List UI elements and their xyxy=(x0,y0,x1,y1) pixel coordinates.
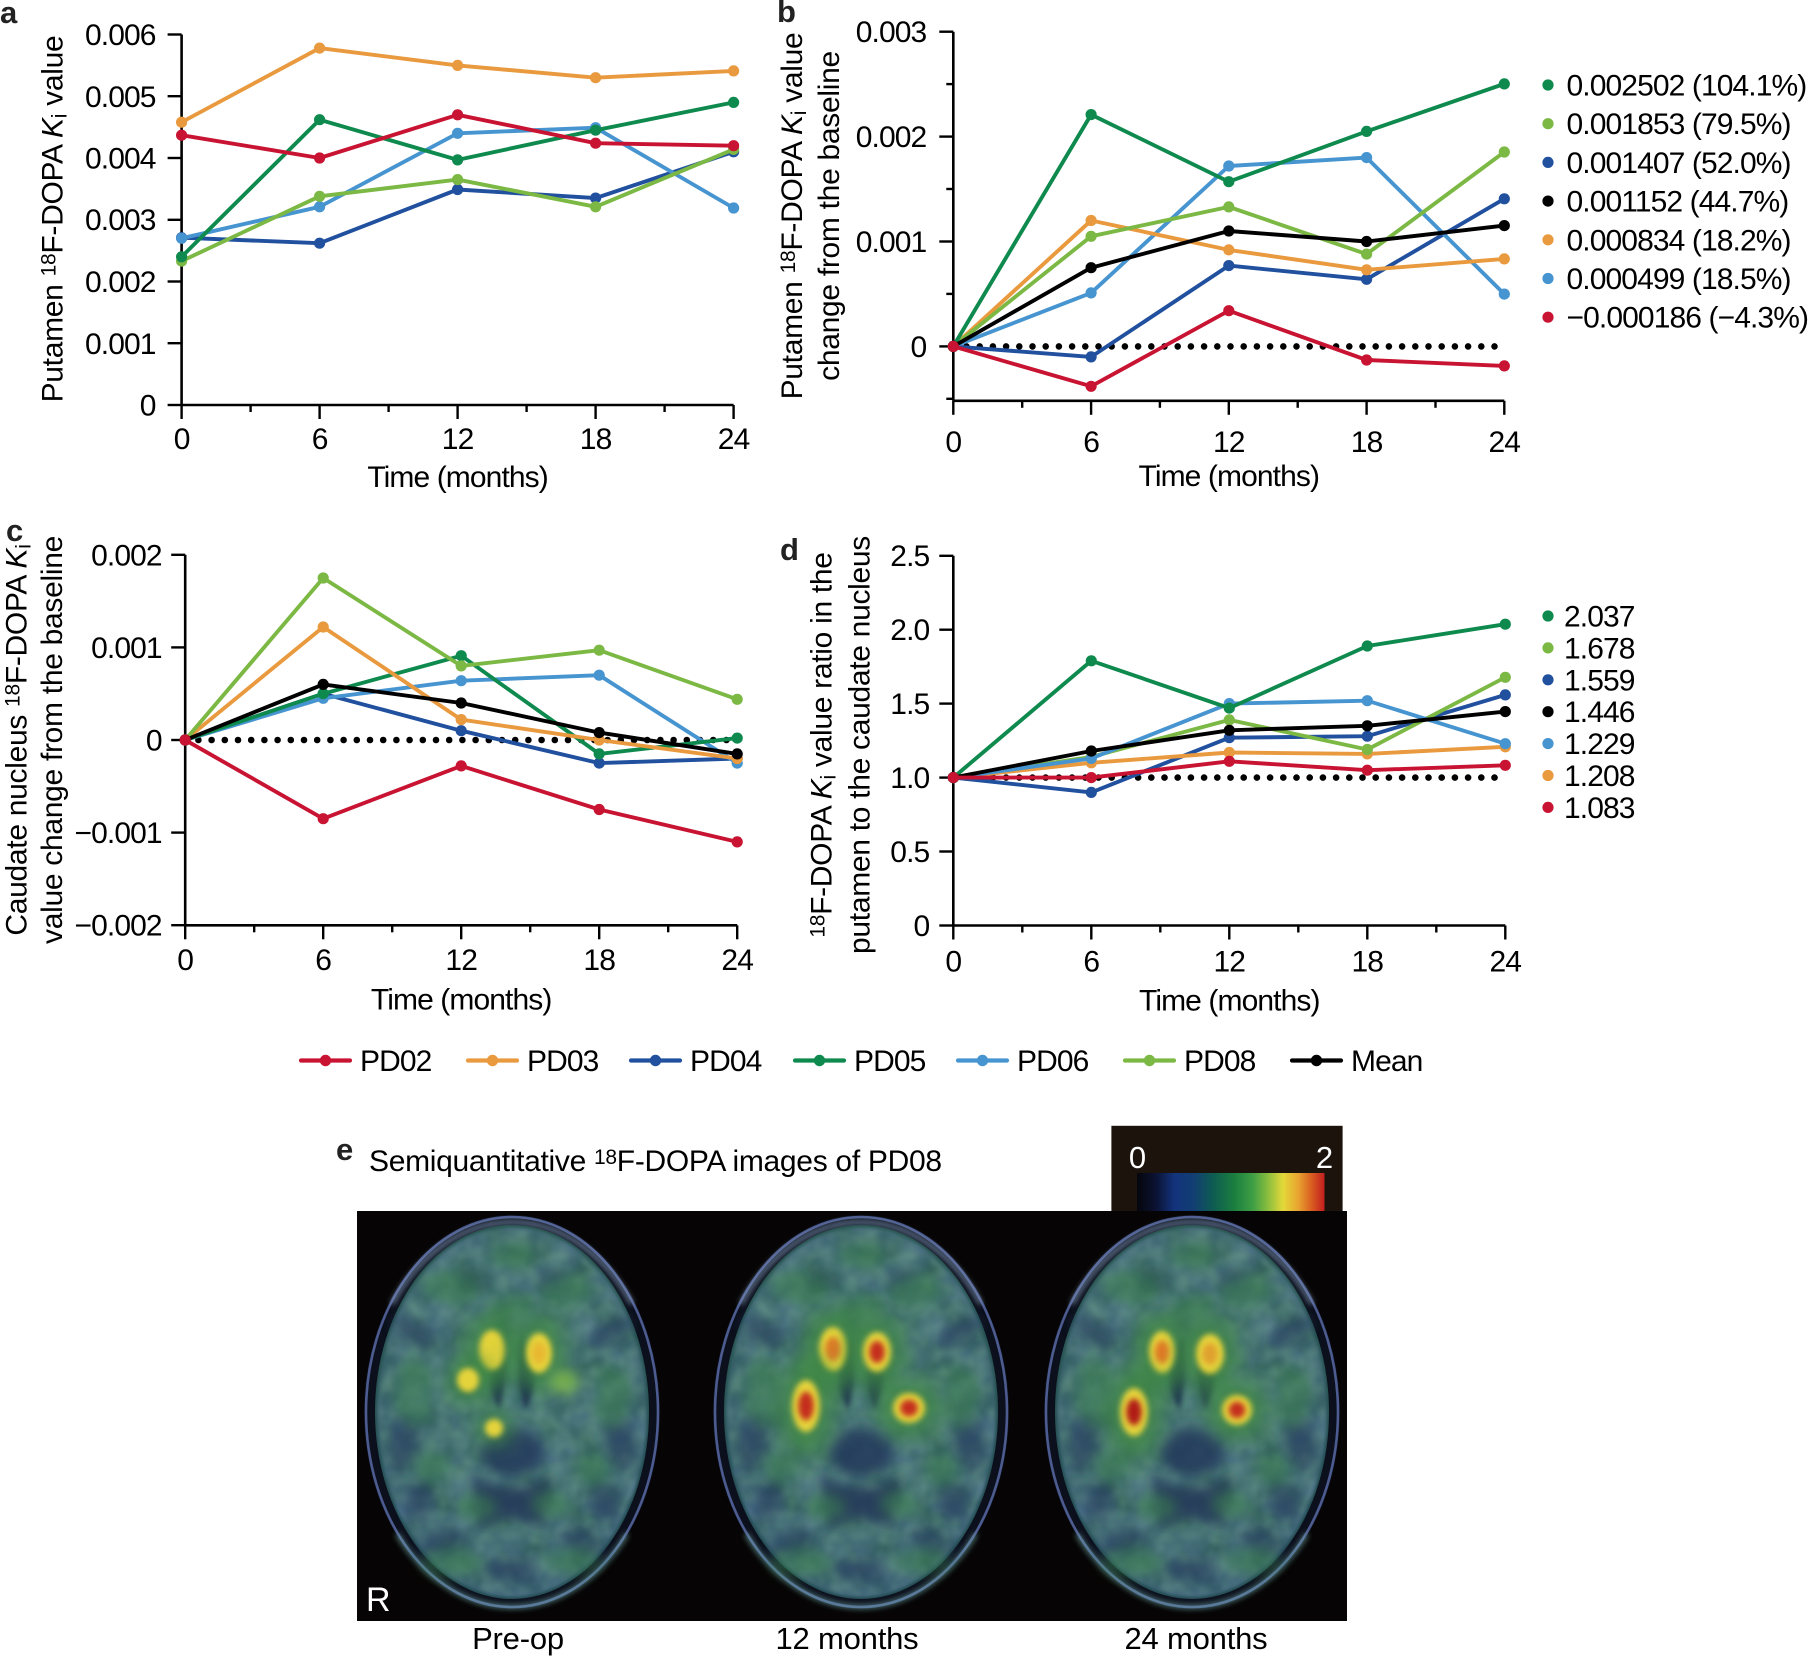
svg-text:12 months: 12 months xyxy=(776,1621,919,1656)
svg-text:0.001152 (44.7%): 0.001152 (44.7%) xyxy=(1567,186,1789,219)
svg-text:0: 0 xyxy=(177,944,193,977)
svg-text:12: 12 xyxy=(1213,426,1245,459)
svg-text:putamen to the caudate nucleus: putamen to the caudate nucleus xyxy=(844,536,877,954)
svg-text:6: 6 xyxy=(1083,426,1099,459)
svg-text:PD05: PD05 xyxy=(854,1045,926,1078)
svg-text:1.229: 1.229 xyxy=(1564,728,1635,761)
svg-text:0.005: 0.005 xyxy=(85,81,156,114)
svg-text:PD08: PD08 xyxy=(1184,1045,1256,1078)
svg-text:Pre-op: Pre-op xyxy=(472,1621,564,1656)
svg-text:24: 24 xyxy=(721,944,753,977)
svg-text:0.000499 (18.5%): 0.000499 (18.5%) xyxy=(1567,263,1791,296)
svg-text:0.001407 (52.0%): 0.001407 (52.0%) xyxy=(1567,147,1791,180)
svg-text:Time (months): Time (months) xyxy=(1139,985,1320,1018)
svg-text:c: c xyxy=(6,513,23,548)
svg-text:R: R xyxy=(366,1581,390,1619)
svg-text:b: b xyxy=(777,0,795,29)
svg-text:2.037: 2.037 xyxy=(1564,601,1635,634)
svg-text:Putamen 18F-DOPA Ki value: Putamen 18F-DOPA Ki value xyxy=(776,33,811,400)
svg-text:PD04: PD04 xyxy=(690,1045,762,1078)
svg-text:PD02: PD02 xyxy=(360,1045,432,1078)
svg-text:24: 24 xyxy=(1490,945,1522,978)
svg-text:18F-DOPA Ki value ratio in the: 18F-DOPA Ki value ratio in the xyxy=(806,552,841,937)
svg-text:1.083: 1.083 xyxy=(1564,792,1635,825)
svg-text:1.208: 1.208 xyxy=(1564,760,1635,793)
svg-text:0.002: 0.002 xyxy=(85,266,156,299)
svg-text:12: 12 xyxy=(442,423,474,456)
svg-text:0.001: 0.001 xyxy=(856,226,927,259)
svg-text:d: d xyxy=(780,532,798,567)
svg-text:0: 0 xyxy=(911,331,927,364)
svg-text:0: 0 xyxy=(174,423,190,456)
svg-text:0: 0 xyxy=(914,910,930,943)
svg-text:Caudate nucleus 18F-DOPA Ki: Caudate nucleus 18F-DOPA Ki xyxy=(1,544,36,935)
svg-text:1.678: 1.678 xyxy=(1564,632,1635,665)
svg-text:6: 6 xyxy=(312,423,328,456)
svg-text:2.5: 2.5 xyxy=(890,540,929,573)
svg-text:18: 18 xyxy=(1352,945,1384,978)
svg-text:0: 0 xyxy=(1129,1140,1146,1175)
svg-text:1.5: 1.5 xyxy=(890,688,929,721)
svg-text:12: 12 xyxy=(1214,945,1246,978)
svg-text:0.5: 0.5 xyxy=(890,836,929,869)
svg-text:0.002: 0.002 xyxy=(856,121,927,154)
svg-text:0.006: 0.006 xyxy=(85,19,156,52)
svg-text:0.004: 0.004 xyxy=(85,143,156,176)
svg-text:0.000834 (18.2%): 0.000834 (18.2%) xyxy=(1567,224,1791,257)
svg-text:0.001853 (79.5%): 0.001853 (79.5%) xyxy=(1567,108,1791,141)
svg-text:Time (months): Time (months) xyxy=(1139,460,1320,493)
svg-text:1.559: 1.559 xyxy=(1564,664,1635,697)
svg-text:2.0: 2.0 xyxy=(890,614,929,647)
svg-text:0.001: 0.001 xyxy=(91,632,162,665)
svg-text:0.003: 0.003 xyxy=(856,16,927,49)
svg-text:24: 24 xyxy=(1489,426,1521,459)
svg-text:value change from the baseline: value change from the baseline xyxy=(36,536,69,944)
svg-text:Time (months): Time (months) xyxy=(371,984,552,1017)
svg-text:18: 18 xyxy=(583,944,615,977)
svg-text:24: 24 xyxy=(718,423,750,456)
svg-text:−0.002: −0.002 xyxy=(74,910,161,943)
svg-text:0: 0 xyxy=(140,390,156,423)
svg-text:2: 2 xyxy=(1316,1140,1332,1175)
svg-text:12: 12 xyxy=(445,944,477,977)
svg-text:e: e xyxy=(336,1132,353,1167)
svg-text:1.0: 1.0 xyxy=(890,762,929,795)
svg-text:Semiquantitative 18F-DOPA imag: Semiquantitative 18F-DOPA images of PD08 xyxy=(369,1145,942,1178)
svg-text:6: 6 xyxy=(1083,945,1099,978)
svg-text:1.446: 1.446 xyxy=(1564,696,1635,729)
svg-text:PD06: PD06 xyxy=(1017,1045,1089,1078)
svg-text:0: 0 xyxy=(945,426,961,459)
svg-text:24 months: 24 months xyxy=(1125,1621,1268,1656)
svg-text:change from the baseline: change from the baseline xyxy=(813,51,846,381)
svg-text:18: 18 xyxy=(1351,426,1383,459)
svg-text:6: 6 xyxy=(315,944,331,977)
svg-text:Putamen 18F-DOPA Ki value: Putamen 18F-DOPA Ki value xyxy=(37,36,72,403)
svg-text:Time (months): Time (months) xyxy=(367,461,548,494)
svg-text:0.002: 0.002 xyxy=(91,539,162,572)
svg-text:0.001: 0.001 xyxy=(85,328,156,361)
svg-text:0.002502 (104.1%): 0.002502 (104.1%) xyxy=(1567,70,1807,103)
svg-text:0: 0 xyxy=(945,945,961,978)
svg-text:a: a xyxy=(0,0,18,30)
svg-text:18: 18 xyxy=(580,423,612,456)
svg-text:Mean: Mean xyxy=(1351,1045,1422,1078)
svg-text:−0.000186 (−4.3%): −0.000186 (−4.3%) xyxy=(1567,302,1809,335)
svg-text:PD03: PD03 xyxy=(527,1045,599,1078)
svg-text:−0.001: −0.001 xyxy=(74,817,161,850)
svg-text:0: 0 xyxy=(146,725,162,758)
svg-text:0.003: 0.003 xyxy=(85,204,156,237)
